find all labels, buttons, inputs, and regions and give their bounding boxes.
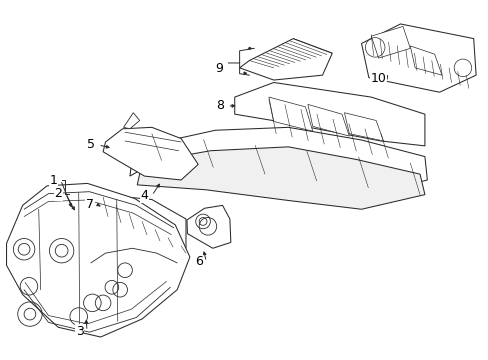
- Polygon shape: [130, 127, 427, 195]
- Text: 6: 6: [195, 255, 203, 269]
- Polygon shape: [125, 248, 166, 275]
- Polygon shape: [103, 127, 198, 180]
- Polygon shape: [361, 24, 475, 92]
- Text: 10: 10: [370, 72, 386, 85]
- Polygon shape: [91, 195, 185, 253]
- Polygon shape: [409, 46, 441, 75]
- Text: 8: 8: [216, 99, 224, 112]
- Polygon shape: [239, 39, 331, 80]
- Polygon shape: [137, 147, 424, 209]
- Polygon shape: [268, 97, 312, 131]
- Polygon shape: [6, 183, 189, 337]
- Polygon shape: [307, 104, 348, 136]
- Text: 3: 3: [76, 325, 83, 338]
- Polygon shape: [370, 26, 409, 58]
- Text: 4: 4: [141, 189, 148, 202]
- Text: 1: 1: [49, 174, 57, 186]
- Text: 5: 5: [87, 138, 95, 152]
- Polygon shape: [344, 113, 383, 141]
- Text: 7: 7: [86, 198, 94, 211]
- Text: 9: 9: [215, 62, 223, 75]
- Polygon shape: [123, 113, 140, 129]
- Polygon shape: [186, 205, 230, 248]
- Text: 2: 2: [54, 187, 62, 200]
- Polygon shape: [234, 82, 424, 146]
